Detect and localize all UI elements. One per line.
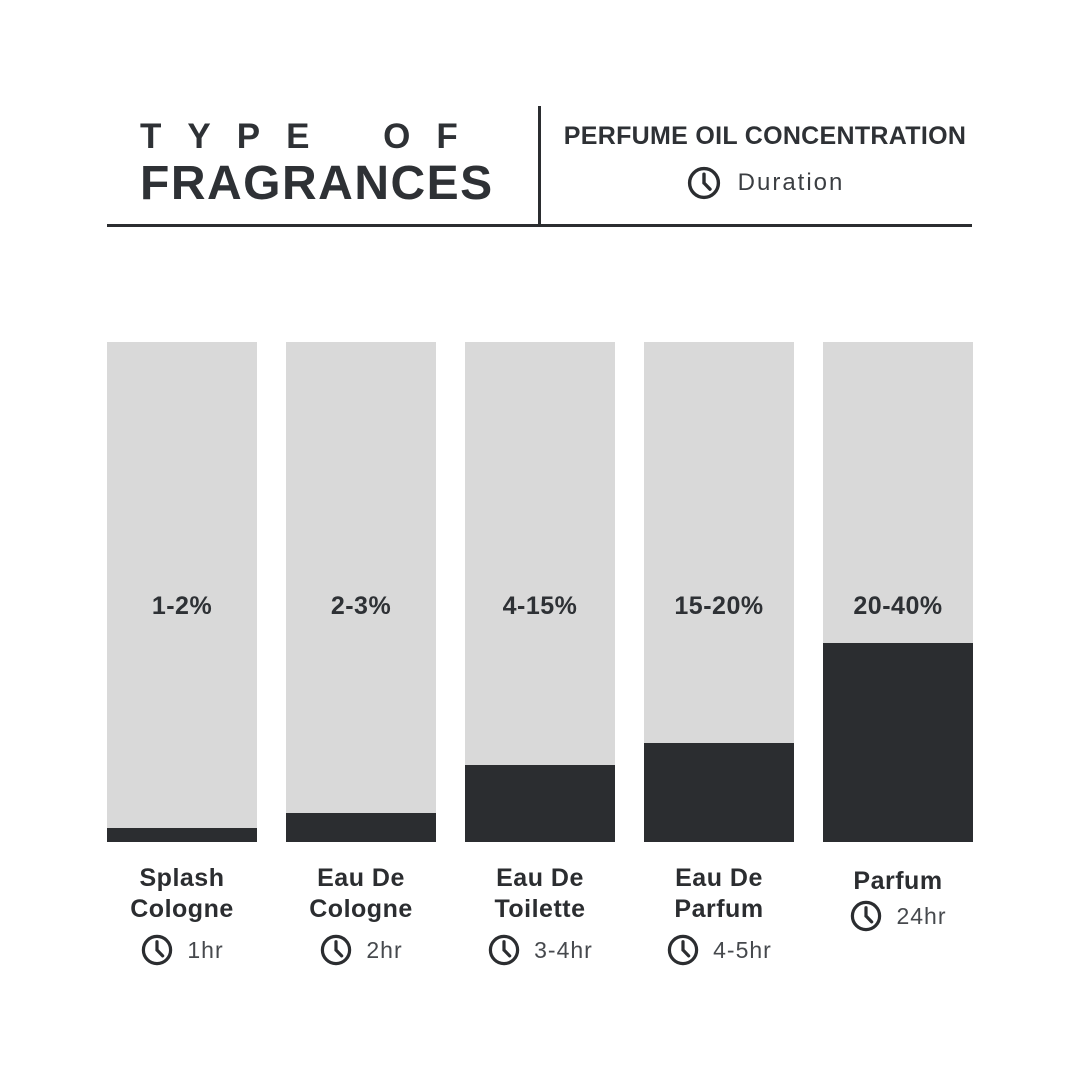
concentration-label: 2-3% xyxy=(330,592,392,620)
duration-label: 2hr xyxy=(366,936,403,963)
duration-legend-label: Duration xyxy=(737,169,845,196)
bar-fill xyxy=(823,643,973,842)
duration-row: 4-5hr xyxy=(644,933,794,967)
concentration-label: 1-2% xyxy=(151,592,213,620)
concentration-label: 4-15% xyxy=(502,592,578,620)
duration-label: 1hr xyxy=(187,936,224,963)
right-title: PERFUME OIL CONCENTRATION xyxy=(563,122,967,150)
header-underline xyxy=(107,224,972,227)
duration-label: 24hr xyxy=(896,902,947,929)
category-label: Splash Cologne xyxy=(130,864,234,923)
bar-column-splash-cologne: 1-2% Splash Cologne 1hr xyxy=(107,342,257,967)
bar-fill xyxy=(644,743,794,842)
clock-icon xyxy=(851,900,882,932)
category-label: Parfum xyxy=(853,867,943,895)
bar-column-eau-de-toilette: 4-15% Eau De Toilette 3-4hr xyxy=(465,342,615,967)
duration-label: 4-5hr xyxy=(713,936,772,963)
clock-icon xyxy=(687,166,720,200)
category-label: Eau De Toilette xyxy=(494,864,586,923)
bar-track: 2-3% xyxy=(286,342,436,842)
category-label: Eau De Cologne xyxy=(309,864,413,923)
concentration-label: 20-40% xyxy=(853,592,943,620)
duration-row: 24hr xyxy=(823,899,973,933)
clock-icon xyxy=(488,934,520,966)
duration-row: 2hr xyxy=(286,933,436,967)
concentration-label: 15-20% xyxy=(674,592,764,620)
bar-fill xyxy=(465,765,615,842)
title-line-2: FRAGRANCES xyxy=(140,157,494,210)
bar-column-eau-de-parfum: 15-20% Eau De Parfum 4-5hr xyxy=(644,342,794,967)
title-line-1: TYPE OF xyxy=(140,117,484,156)
bar-track: 15-20% xyxy=(644,342,794,842)
duration-row: 3-4hr xyxy=(465,933,615,967)
bar-fill xyxy=(107,828,257,842)
clock-icon xyxy=(667,934,699,966)
bar-track: 20-40% xyxy=(823,342,973,842)
bar-track: 1-2% xyxy=(107,342,257,842)
page-title: TYPE OF FRAGRANCES xyxy=(140,118,494,211)
duration-legend: Duration xyxy=(545,165,985,201)
clock-icon xyxy=(142,934,173,966)
clock-icon xyxy=(321,934,352,966)
category-label: Eau De Parfum xyxy=(674,864,764,923)
bar-column-eau-de-cologne: 2-3% Eau De Cologne 2hr xyxy=(286,342,436,967)
bar-fill xyxy=(286,813,436,842)
bar-column-parfum: 20-40% Parfum 24hr xyxy=(823,342,973,933)
duration-row: 1hr xyxy=(107,933,257,967)
bar-track: 4-15% xyxy=(465,342,615,842)
header-right-block: PERFUME OIL CONCENTRATION Duration xyxy=(545,122,985,201)
duration-label: 3-4hr xyxy=(534,936,593,963)
header-vertical-divider xyxy=(538,106,541,227)
